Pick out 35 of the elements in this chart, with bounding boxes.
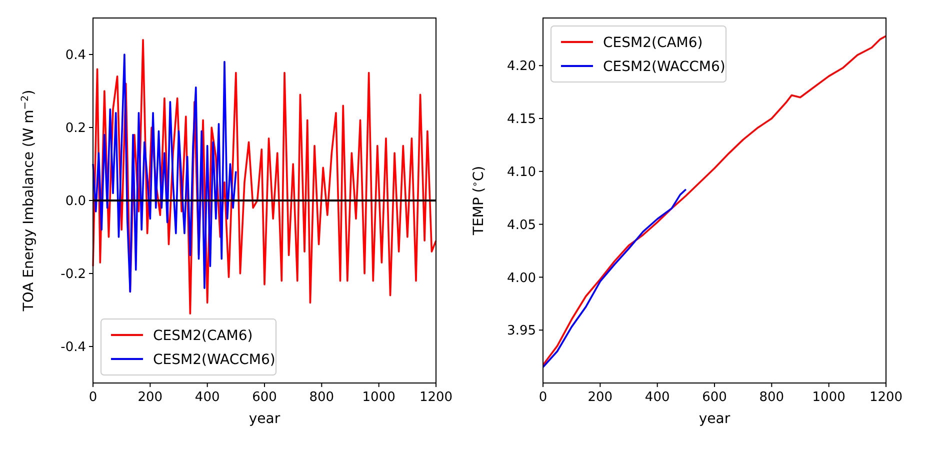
line-series [92, 39, 437, 315]
legend-label: CESM2(CAM6) [603, 34, 703, 51]
y-tick-label: 4.15 [507, 112, 536, 128]
y-tick-label: 0.0 [65, 194, 86, 210]
y-tick-label: 4.20 [507, 59, 536, 74]
y-tick-label: 0.4 [65, 48, 86, 64]
x-tick-label: 1200 [869, 390, 903, 405]
y-tick-label: 4.10 [507, 164, 536, 180]
x-tick-label: 1200 [419, 390, 453, 405]
y-tick-label: -0.2 [60, 267, 86, 282]
x-tick-label: 800 [309, 390, 334, 405]
line-series [542, 188, 687, 368]
y-tick-label: -0.4 [60, 340, 86, 356]
x-tick-label: 800 [759, 390, 784, 405]
x-tick-label: 200 [588, 390, 613, 405]
x-tick-label: 200 [138, 390, 163, 405]
y-tick-label: 0.2 [65, 121, 86, 136]
legend-label: CESM2(WACCM6) [153, 352, 276, 368]
legend-label: CESM2(CAM6) [153, 328, 253, 344]
y-tick-label: 3.95 [507, 324, 536, 339]
x-tick-label: 1000 [362, 390, 396, 405]
line-series [92, 54, 237, 293]
x-tick-label: 0 [88, 390, 98, 405]
x-tick-label: 0 [538, 390, 548, 405]
x-tick-label: 600 [702, 390, 727, 405]
x-axis-title: year [248, 411, 280, 427]
x-tick-label: 1000 [812, 390, 846, 405]
x-tick-label: 400 [644, 390, 670, 405]
legend-label: CESM2(WACCM6) [603, 58, 726, 75]
line-series [542, 35, 887, 366]
y-tick-label: 4.00 [507, 270, 536, 286]
x-tick-label: 400 [194, 390, 220, 405]
x-tick-label: 600 [252, 390, 277, 405]
y-tick-label: 4.05 [507, 218, 536, 233]
x-axis-title: year [698, 411, 730, 427]
